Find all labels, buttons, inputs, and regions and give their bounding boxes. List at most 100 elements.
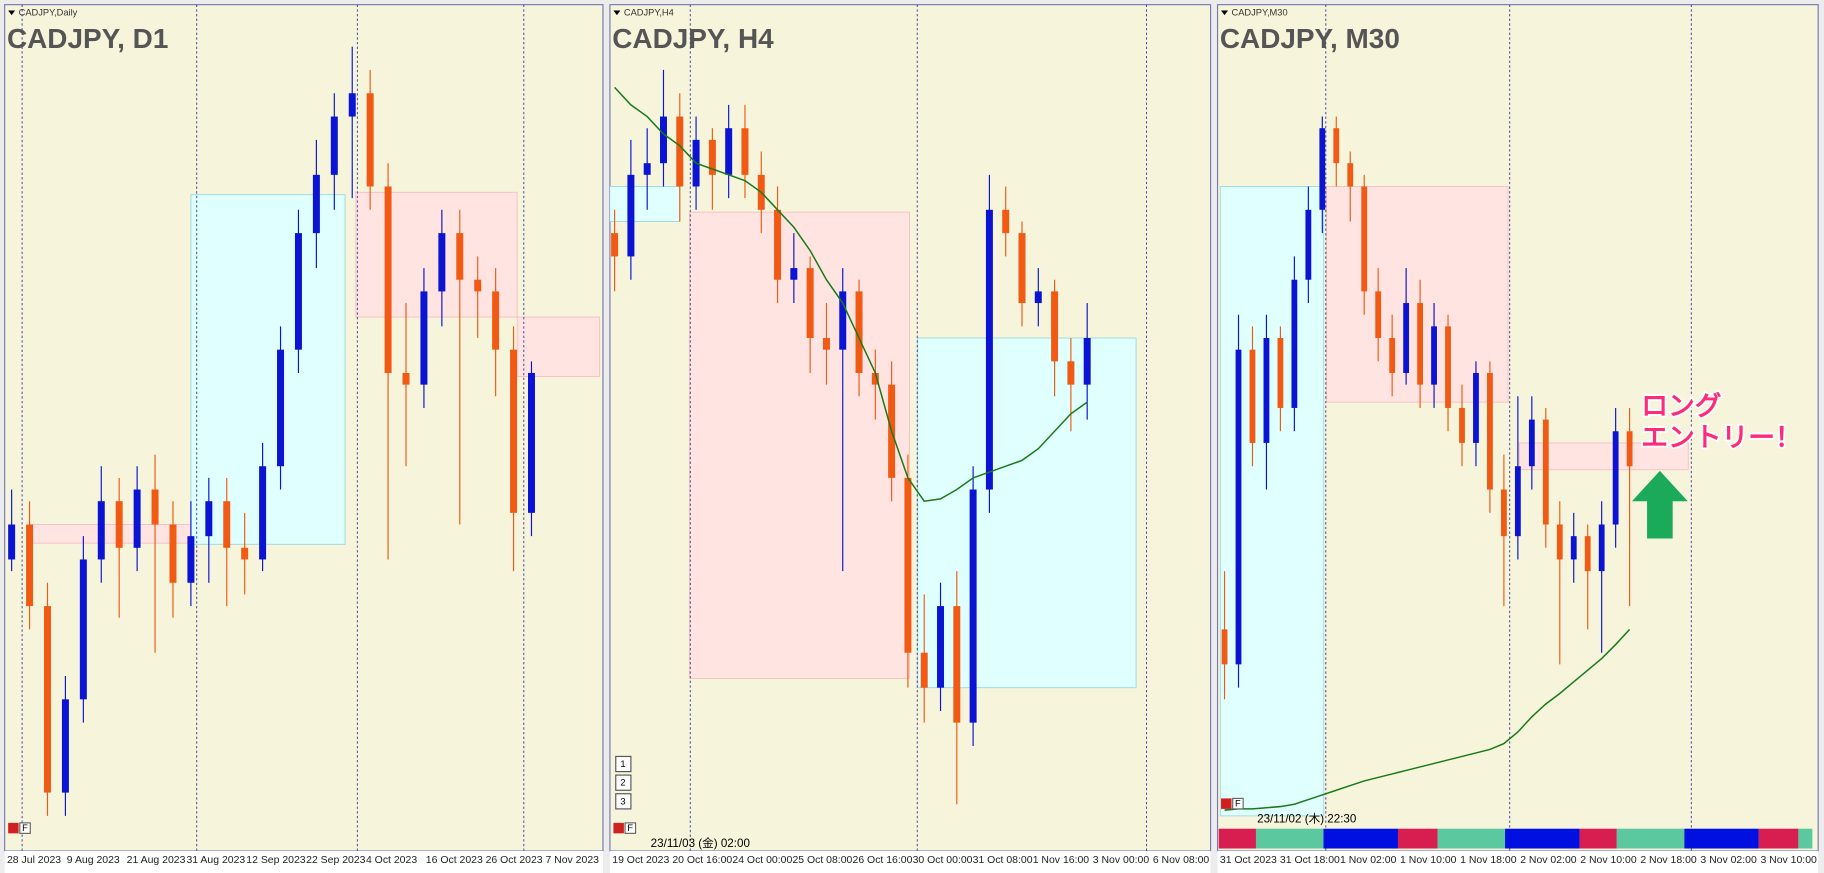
candle-body (1528, 419, 1535, 467)
chart-panel: CADJPY,Daily CADJPY, D1 28 Jul 2023 9 Aug 2… (4, 4, 604, 873)
x-tick-label: 28 Jul 2023 (7, 855, 61, 866)
candle-body (1514, 466, 1521, 537)
chart-title: CADJPY, H4 (612, 23, 774, 54)
candle-body (1417, 303, 1423, 385)
symbol-label: CADJPY,Daily (19, 7, 78, 17)
x-tick-label: 25 Oct 08:00 (792, 855, 852, 866)
candle-body (1542, 419, 1549, 525)
x-tick-label: 4 Oct 2023 (366, 855, 417, 866)
x-tick-label: 12 Sep 2023 (246, 855, 306, 866)
candle-body (1361, 186, 1368, 292)
axis-strip (609, 850, 1211, 873)
candle-body (527, 372, 535, 513)
candle-body (627, 174, 635, 257)
x-tick-label: 6 Nov 08:00 (1153, 855, 1210, 866)
candle-body (774, 209, 782, 280)
candle-body (133, 489, 141, 548)
candle-body (871, 372, 879, 385)
level-label: 2 (620, 778, 625, 788)
candle-body (1249, 349, 1256, 443)
candle-body (1473, 372, 1479, 443)
candle-body (806, 268, 814, 339)
close-button[interactable] (1221, 798, 1232, 809)
x-tick-label: 3 Nov 02:00 (1700, 855, 1757, 866)
candle-body (1347, 163, 1354, 187)
candle-body (1034, 291, 1042, 304)
candle-body (1018, 233, 1026, 304)
candle-body (1277, 338, 1284, 408)
f-button-label: F (1235, 799, 1241, 809)
level-button[interactable] (615, 774, 632, 791)
candle-body (1459, 407, 1465, 443)
signal-bar (1323, 828, 1398, 849)
close-button[interactable] (8, 822, 19, 834)
candle-body (312, 174, 320, 234)
candle-body (1221, 629, 1228, 665)
zone (29, 524, 192, 544)
f-button[interactable] (1232, 797, 1244, 810)
candle-body (659, 116, 667, 164)
x-tick-label: 31 Oct 2023 (1220, 855, 1277, 866)
candle-body (492, 291, 500, 350)
entry-arrow (1631, 470, 1688, 539)
candle-body (348, 93, 356, 117)
candle-body (1500, 489, 1507, 537)
level-button[interactable] (615, 755, 632, 773)
x-tick-label: 3 Nov 00:00 (1093, 855, 1150, 866)
candle-body (741, 128, 749, 175)
candle-body (330, 116, 338, 175)
candle-body (43, 606, 51, 793)
candle-body (1291, 279, 1298, 408)
level-label: 1 (620, 759, 625, 769)
candle-body (420, 291, 428, 385)
candle-body (1612, 431, 1619, 525)
candle-body (1263, 338, 1270, 443)
moving-average (614, 86, 1088, 503)
axis-strip (1217, 850, 1819, 873)
x-tick-label: 30 Oct 00:00 (913, 855, 973, 866)
zone (190, 194, 346, 545)
candle-body (1319, 128, 1326, 210)
chart-title: CADJPY, D1 (7, 23, 168, 54)
candle-body (937, 606, 945, 688)
signal-bar (1218, 828, 1256, 849)
f-button-label: F (22, 823, 28, 833)
x-tick-label: 1 Nov 02:00 (1340, 855, 1397, 866)
signal-bar (1505, 828, 1580, 849)
candle-body (187, 536, 195, 583)
candle-body (855, 291, 863, 373)
candle-body (61, 699, 69, 793)
signal-bar (1397, 828, 1438, 849)
plot (8, 4, 601, 851)
candle-body (366, 93, 374, 187)
candle-body (1375, 291, 1382, 339)
plot (1219, 4, 1692, 851)
candle-body (969, 489, 977, 723)
candle-body (643, 163, 651, 175)
candle-body (474, 279, 482, 292)
f-button[interactable] (19, 822, 31, 834)
candle-body (920, 652, 928, 688)
candle-body (1445, 326, 1451, 408)
x-tick-label: 31 Oct 18:00 (1280, 855, 1340, 866)
candle-body (115, 501, 123, 548)
level-button[interactable] (615, 793, 632, 810)
candle-body (904, 477, 912, 653)
x-tick-label: 31 Aug 2023 (186, 855, 245, 866)
candle-body (241, 547, 249, 560)
candle-body (384, 186, 392, 373)
x-tick-label: 2 Nov 02:00 (1520, 855, 1577, 866)
signal-bar (1616, 828, 1685, 849)
candle-body (151, 489, 159, 525)
candle-body (1235, 349, 1242, 665)
moving-average (1224, 628, 1631, 811)
zone (689, 211, 911, 679)
candle-body (97, 501, 105, 560)
chart-title: CADJPY, M30 (1220, 23, 1400, 54)
f-button[interactable] (624, 822, 637, 834)
time-stamp: 23/11/03 (金) 02:00 (651, 836, 751, 850)
close-button[interactable] (613, 822, 624, 834)
x-tick-label: 2 Nov 10:00 (1580, 855, 1637, 866)
plot (609, 4, 1148, 851)
zone (355, 191, 518, 318)
